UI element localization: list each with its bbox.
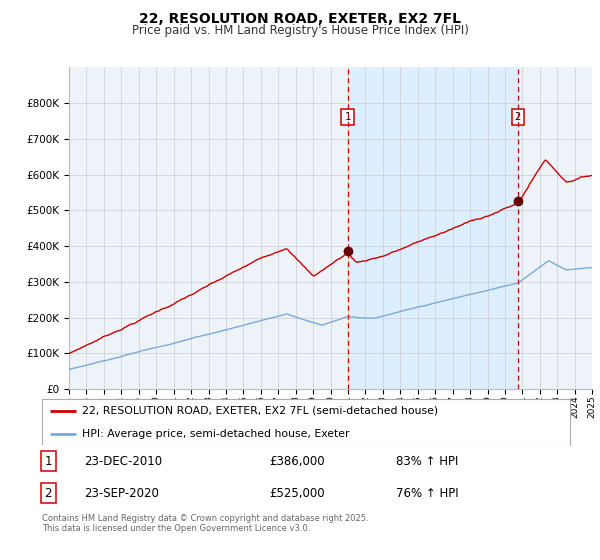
Text: 22, RESOLUTION ROAD, EXETER, EX2 7FL (semi-detached house): 22, RESOLUTION ROAD, EXETER, EX2 7FL (se… bbox=[82, 406, 438, 416]
Text: 23-SEP-2020: 23-SEP-2020 bbox=[84, 487, 159, 500]
Text: 1: 1 bbox=[44, 455, 52, 468]
Text: 1: 1 bbox=[344, 113, 350, 122]
Text: Price paid vs. HM Land Registry's House Price Index (HPI): Price paid vs. HM Land Registry's House … bbox=[131, 24, 469, 36]
Text: 23-DEC-2010: 23-DEC-2010 bbox=[84, 455, 163, 468]
Text: 76% ↑ HPI: 76% ↑ HPI bbox=[396, 487, 458, 500]
Text: 83% ↑ HPI: 83% ↑ HPI bbox=[396, 455, 458, 468]
Text: 22, RESOLUTION ROAD, EXETER, EX2 7FL: 22, RESOLUTION ROAD, EXETER, EX2 7FL bbox=[139, 12, 461, 26]
Text: 2: 2 bbox=[44, 487, 52, 500]
Text: Contains HM Land Registry data © Crown copyright and database right 2025.
This d: Contains HM Land Registry data © Crown c… bbox=[42, 514, 368, 534]
Text: £525,000: £525,000 bbox=[269, 487, 325, 500]
Bar bbox=[347, 67, 518, 389]
Text: £386,000: £386,000 bbox=[269, 455, 325, 468]
Text: HPI: Average price, semi-detached house, Exeter: HPI: Average price, semi-detached house,… bbox=[82, 429, 349, 438]
Text: 2: 2 bbox=[514, 113, 521, 122]
